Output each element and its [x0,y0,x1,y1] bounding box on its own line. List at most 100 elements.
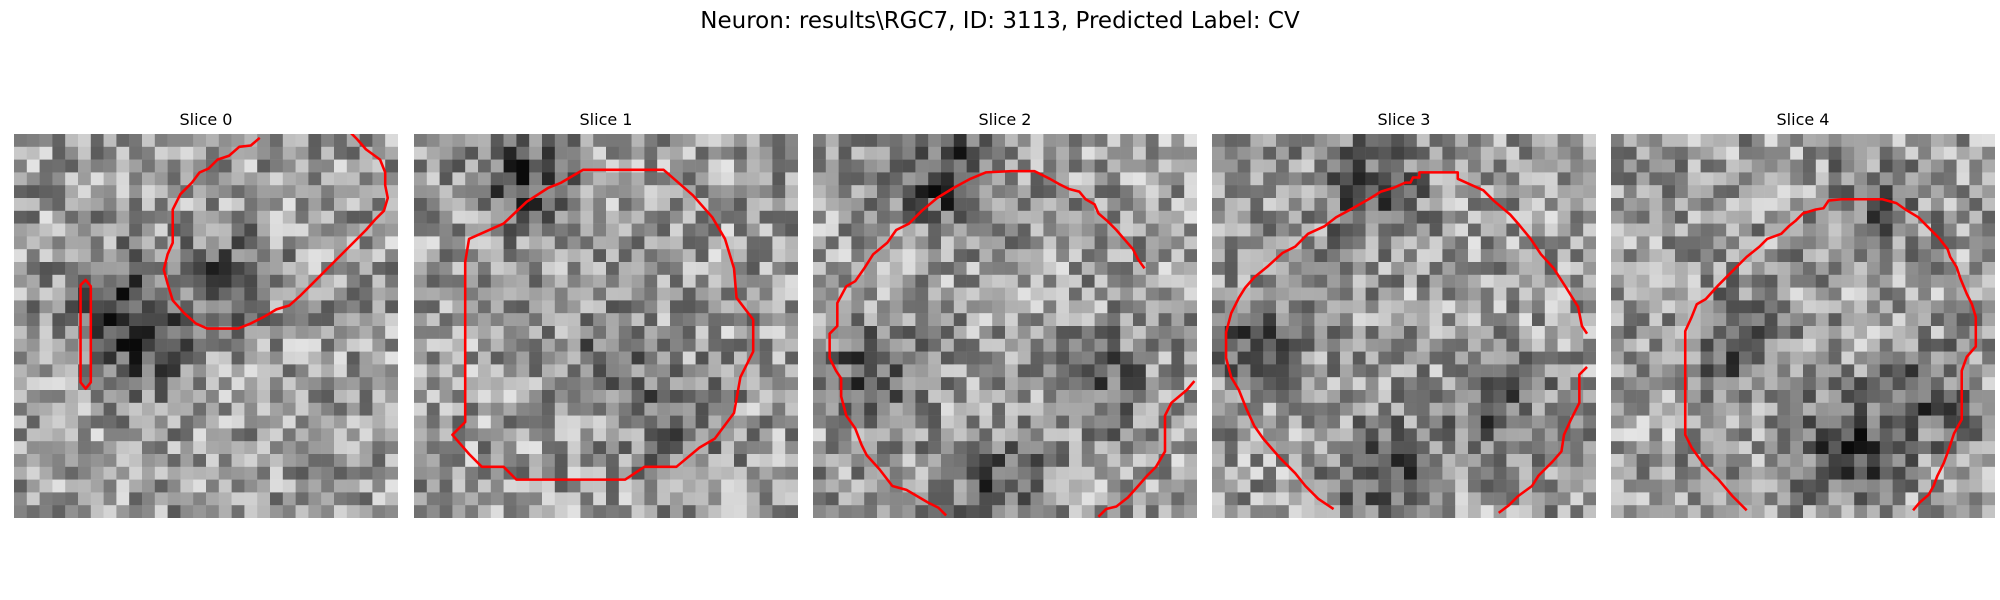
pixel [465,364,478,377]
pixel [1662,262,1675,275]
pixel [683,211,696,224]
pixel [257,403,270,416]
pixel [1803,339,1816,352]
pixel [1353,262,1366,275]
pixel [1867,160,1880,173]
pixel [1880,172,1893,185]
pixel [270,377,283,390]
pixel [813,505,826,518]
pixel [1366,492,1379,505]
pixel [632,236,645,249]
pixel [954,198,967,211]
pixel [1120,480,1133,493]
pixel [1931,441,1944,454]
pixel [772,300,785,313]
pixel [593,428,606,441]
pixel [1506,390,1519,403]
pixel [1250,300,1263,313]
pixel [542,339,555,352]
pixel [1184,364,1197,377]
pixel [1146,211,1159,224]
pixel [864,428,877,441]
pixel [1637,339,1650,352]
pixel [890,428,903,441]
pixel [877,390,890,403]
pixel [1095,249,1108,262]
pixel [1340,377,1353,390]
pixel [644,275,657,288]
pixel [257,492,270,505]
pixel [504,428,517,441]
pixel [1302,454,1315,467]
pixel [1327,172,1340,185]
pixel [193,403,206,416]
pixel [683,236,696,249]
pixel [708,249,721,262]
pixel [142,377,155,390]
pixel [1031,339,1044,352]
pixel [360,160,373,173]
pixel [1570,160,1583,173]
pixel [52,198,65,211]
pixel [244,300,257,313]
pixel [1391,377,1404,390]
pixel [529,326,542,339]
pixel [890,198,903,211]
pixel [452,249,465,262]
pixel [1082,480,1095,493]
pixel [734,352,747,365]
pixel [232,172,245,185]
pixel [193,377,206,390]
pixel [992,300,1005,313]
pixel [1018,416,1031,429]
pixel [129,288,142,301]
pixel [1918,147,1931,160]
pixel [1765,160,1778,173]
pixel [1982,505,1995,518]
pixel [1250,492,1263,505]
pixel [657,326,670,339]
pixel [1662,224,1675,237]
pixel [334,211,347,224]
pixel [734,134,747,147]
pixel [683,288,696,301]
pixel [1314,236,1327,249]
pixel [555,288,568,301]
pixel [142,185,155,198]
pixel [1701,441,1714,454]
pixel [1583,492,1596,505]
pixel [1969,377,1982,390]
pixel [1905,326,1918,339]
pixel [1366,288,1379,301]
pixel [1056,339,1069,352]
pixel [1570,211,1583,224]
pixel [1583,160,1596,173]
pixel [1583,172,1596,185]
pixel [1752,185,1765,198]
pixel [334,416,347,429]
pixel [1340,313,1353,326]
pixel [1790,505,1803,518]
pixel [1816,505,1829,518]
pixel [27,185,40,198]
pixel [1018,403,1031,416]
pixel [270,313,283,326]
pixel [1184,198,1197,211]
pixel [1583,198,1596,211]
pixel [864,364,877,377]
pixel [1250,364,1263,377]
pixel [283,454,296,467]
pixel [1263,211,1276,224]
pixel [593,390,606,403]
pixel [1675,480,1688,493]
pixel [1637,262,1650,275]
pixel [244,441,257,454]
pixel [257,262,270,275]
pixel [979,467,992,480]
pixel [1931,275,1944,288]
pixel [890,505,903,518]
pixel [1532,198,1545,211]
pixel [1790,198,1803,211]
pixel [440,480,453,493]
pixel [1133,403,1146,416]
